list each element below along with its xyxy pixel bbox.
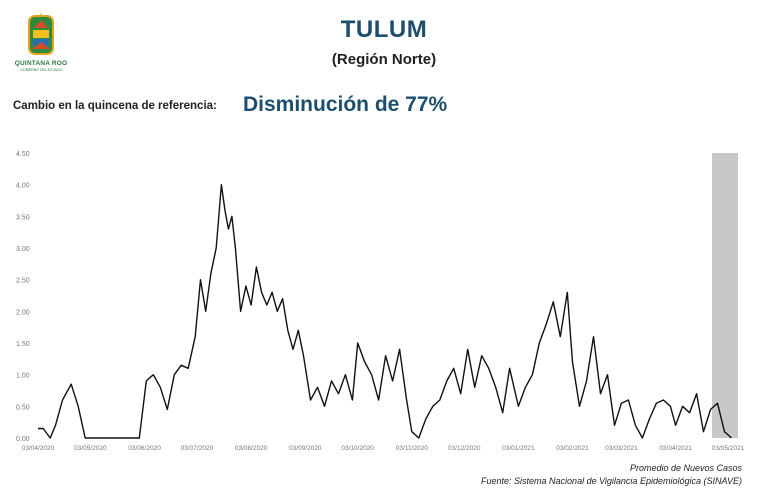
y-tick-label: 3.00 (16, 246, 30, 253)
series-line (38, 184, 732, 439)
highlight-band (712, 153, 738, 438)
change-label: Cambio en la quincena de referencia: (13, 100, 217, 112)
logo-subtext: GOBIERNO DEL ESTADO (20, 68, 62, 72)
x-tick-label: 03/08/2020 (235, 445, 268, 452)
y-tick-label: 1.00 (16, 373, 30, 380)
change-value: Disminución de 77% (243, 93, 448, 116)
y-tick-label: 4.00 (16, 183, 30, 190)
y-tick-label: 2.50 (16, 278, 30, 285)
x-tick-label: 03/10/2020 (341, 445, 374, 452)
logo-text: QUINTANA ROO (14, 60, 68, 67)
page-title: TULUM (340, 16, 428, 43)
y-tick-label: 0.00 (16, 436, 30, 443)
x-tick-label: 03/03/2021 (605, 445, 638, 452)
x-tick-label: 03/01/2021 (502, 445, 535, 452)
measure-note: Promedio de Nuevos Casos (629, 463, 742, 473)
page-subtitle: (Región Norte) (331, 51, 437, 68)
x-tick-label: 03/05/2020 (74, 445, 107, 452)
y-tick-label: 2.00 (16, 309, 30, 316)
x-tick-label: 03/04/2021 (659, 445, 692, 452)
x-tick-label: 03/05/2021 (712, 445, 745, 452)
x-tick-label: 03/07/2020 (181, 445, 214, 452)
y-tick-label: 1.50 (16, 341, 30, 348)
coat-of-arms-icon (28, 13, 54, 55)
y-tick-label: 0.50 (16, 404, 30, 411)
x-tick-label: 03/02/2021 (556, 445, 589, 452)
y-tick-label: 4.50 (16, 151, 30, 158)
x-tick-label: 03/09/2020 (289, 445, 322, 452)
quintana-roo-logo: QUINTANA ROO GOBIERNO DEL ESTADO (10, 12, 72, 74)
new-cases-line-chart: 0.00 0.50 1.00 1.50 2.00 2.50 3.00 3.50 4.00 4.50… (16, 151, 745, 452)
source-note: Fuente: Sistema Nacional de Vigilancia E… (481, 476, 742, 486)
x-tick-label: 03/12/2020 (448, 445, 481, 452)
x-tick-label: 03/04/2020 (22, 445, 55, 452)
y-tick-label: 3.50 (16, 214, 30, 221)
x-tick-label: 03/06/2020 (128, 445, 161, 452)
x-tick-label: 03/11/2020 (396, 445, 428, 452)
